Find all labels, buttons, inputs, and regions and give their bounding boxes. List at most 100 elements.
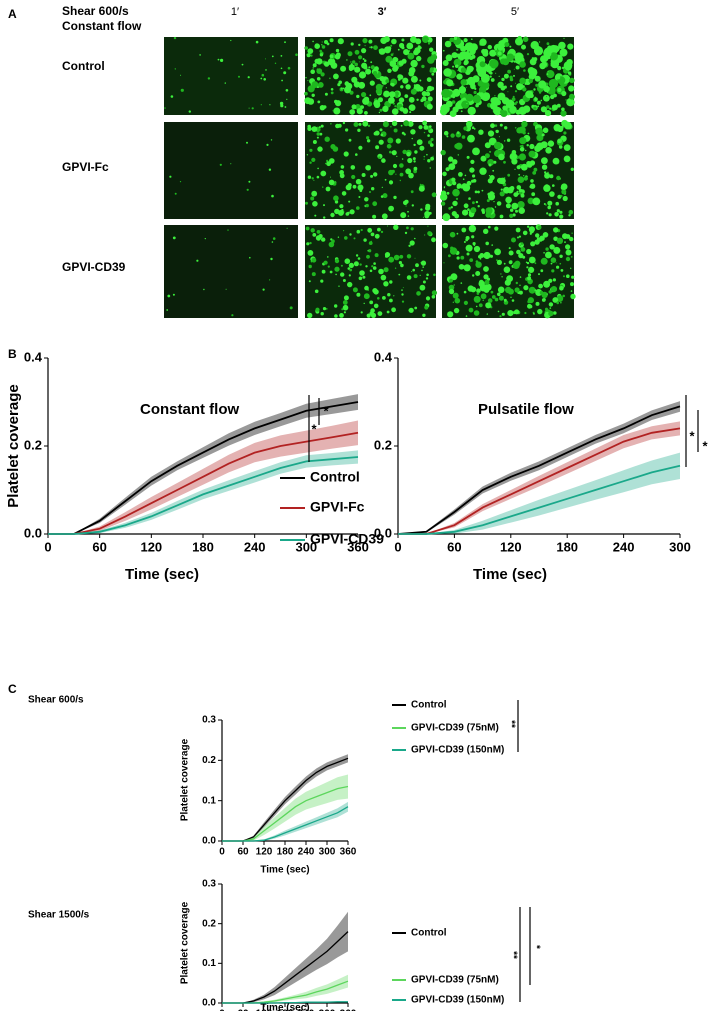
platelet — [552, 105, 554, 107]
platelet — [334, 304, 338, 308]
platelet — [383, 281, 389, 287]
platelet — [453, 58, 462, 67]
platelet — [353, 237, 356, 240]
platelet — [388, 256, 395, 263]
platelet — [372, 201, 378, 207]
x-axis-label: Time (sec) — [125, 566, 199, 583]
platelet — [352, 287, 358, 293]
platelet — [467, 208, 470, 211]
platelet — [486, 313, 488, 315]
platelet — [369, 300, 374, 305]
platelet — [391, 108, 399, 115]
platelet — [477, 190, 480, 194]
platelet — [358, 71, 367, 79]
platelet — [570, 293, 576, 300]
platelet — [461, 135, 466, 139]
platelet — [430, 53, 438, 61]
platelet — [337, 236, 340, 238]
y-tick-label: 0.0 — [374, 525, 392, 540]
platelet — [343, 151, 349, 157]
y-axis-label: Platelet coverage — [180, 738, 191, 821]
x-tick-label: 120 — [500, 539, 522, 554]
platelet — [452, 301, 454, 303]
platelet — [534, 289, 537, 292]
platelet — [377, 311, 383, 316]
platelet — [419, 284, 426, 291]
platelet — [487, 193, 496, 201]
platelet — [471, 38, 473, 40]
platelet — [570, 282, 574, 287]
platelet — [340, 87, 343, 90]
platelet — [407, 215, 410, 217]
platelet — [549, 191, 555, 197]
platelet — [527, 276, 532, 281]
platelet — [385, 254, 389, 258]
platelet — [523, 176, 528, 181]
platelet — [503, 266, 511, 274]
platelet — [463, 264, 471, 272]
platelet — [562, 66, 565, 70]
platelet — [414, 237, 416, 240]
platelet — [475, 271, 481, 276]
platelet — [430, 137, 434, 142]
legend-label: GPVI-CD39 (150nM) — [411, 995, 504, 1006]
platelet — [503, 186, 510, 194]
platelet — [260, 77, 263, 80]
platelet — [527, 132, 530, 135]
platelet — [490, 97, 498, 104]
platelet — [497, 51, 502, 56]
platelet — [348, 200, 351, 203]
platelet — [391, 307, 396, 313]
platelet — [440, 104, 450, 114]
platelet — [520, 193, 525, 198]
platelet — [271, 55, 274, 58]
platelet — [360, 311, 363, 314]
platelet — [473, 127, 476, 130]
platelet — [529, 185, 533, 189]
x-tick-label: 0 — [44, 539, 51, 554]
platelet — [465, 93, 474, 102]
platelet — [429, 69, 433, 73]
platelet — [553, 246, 561, 254]
platelet — [465, 236, 470, 240]
platelet — [373, 45, 378, 50]
platelet — [227, 229, 229, 231]
platelet — [448, 288, 455, 295]
platelet — [543, 203, 546, 205]
x-tick-label: 180 — [277, 847, 294, 858]
platelet — [370, 308, 375, 313]
platelet — [520, 163, 528, 171]
platelet — [352, 60, 356, 64]
micrograph — [164, 36, 298, 115]
platelet — [367, 250, 369, 252]
platelet — [485, 207, 493, 215]
panel-label: A — [8, 7, 17, 21]
platelet — [322, 307, 327, 311]
platelet — [401, 38, 405, 42]
platelet — [364, 111, 368, 115]
platelet — [313, 179, 315, 181]
platelet — [562, 195, 568, 202]
platelet — [315, 43, 319, 48]
platelet — [483, 251, 491, 260]
x-tick-label: 180 — [556, 539, 578, 554]
platelet — [455, 64, 459, 68]
platelet — [406, 226, 409, 230]
platelet — [556, 265, 560, 269]
platelet — [356, 206, 360, 210]
y-tick-label: 0.1 — [202, 958, 216, 969]
platelet — [413, 160, 416, 163]
platelet — [452, 181, 457, 186]
platelet — [414, 257, 416, 259]
platelet — [207, 77, 211, 80]
platelet — [458, 264, 465, 270]
platelet — [312, 40, 314, 43]
platelet — [420, 260, 427, 266]
platelet — [511, 97, 516, 102]
platelet — [494, 95, 496, 97]
platelet — [307, 126, 312, 131]
platelet — [479, 38, 487, 46]
platelet — [484, 279, 490, 285]
platelet — [393, 224, 399, 230]
platelet — [527, 303, 532, 309]
